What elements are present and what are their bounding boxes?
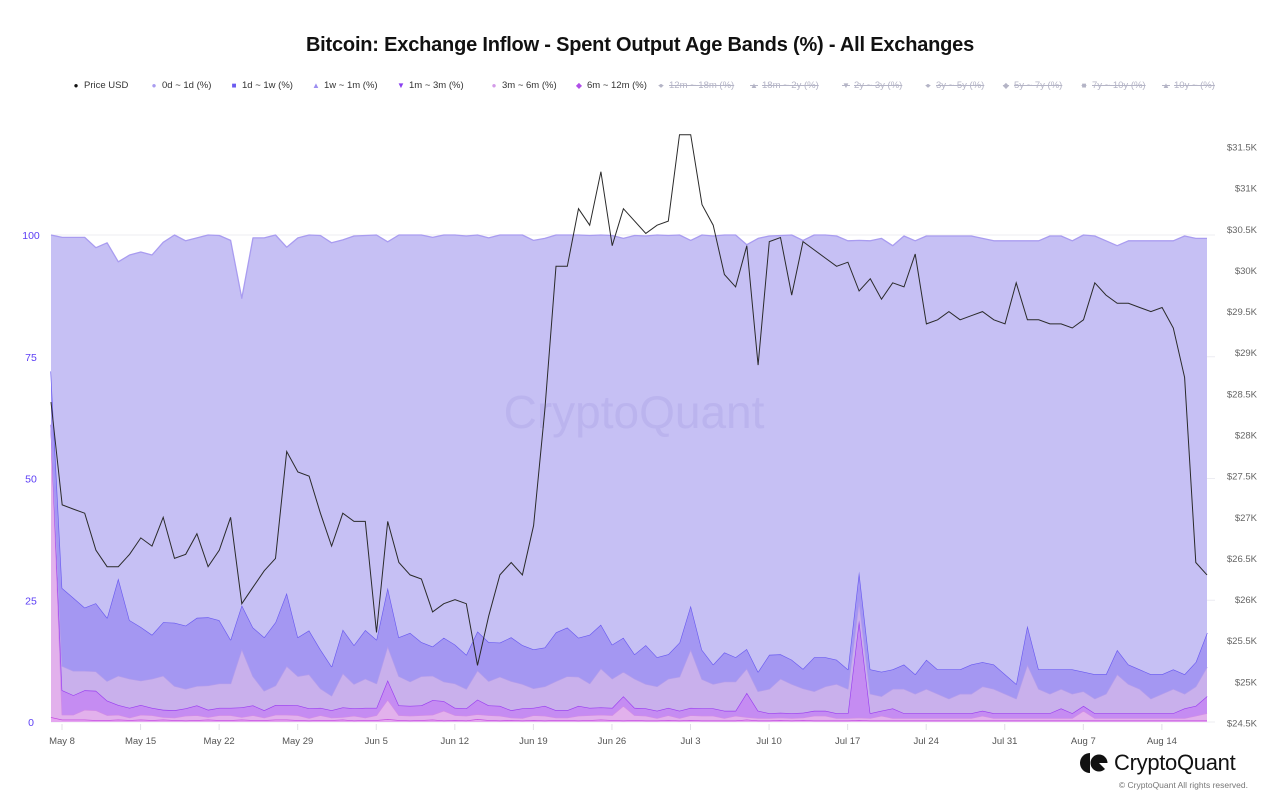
- svg-text:Aug 7: Aug 7: [1071, 736, 1096, 747]
- legend-label: Price USD: [84, 80, 129, 91]
- legend-marker-icon: ●: [925, 80, 931, 90]
- legend-item[interactable]: ● 12m ~ 18m (%): [657, 80, 735, 91]
- legend-label: 1w ~ 1m (%): [324, 80, 378, 91]
- svg-text:$28.5K: $28.5K: [1227, 389, 1258, 400]
- area-series: [51, 424, 1207, 714]
- svg-text:$29.5K: $29.5K: [1227, 307, 1258, 318]
- brand-name: CryptoQuant: [1114, 750, 1236, 775]
- legend-marker-icon: ●: [658, 80, 664, 90]
- svg-text:Jul 3: Jul 3: [680, 736, 700, 747]
- svg-text:Jun 26: Jun 26: [598, 736, 627, 747]
- svg-text:0: 0: [28, 717, 34, 729]
- svg-text:May 15: May 15: [125, 736, 156, 747]
- svg-text:$27.5K: $27.5K: [1227, 472, 1258, 483]
- legend-marker-icon: ◆: [1002, 80, 1010, 90]
- legend-label: 1d ~ 1w (%): [242, 80, 293, 91]
- legend-item[interactable]: ■ 7y ~ 10y (%): [1080, 80, 1146, 91]
- svg-text:$31K: $31K: [1235, 184, 1258, 195]
- legend-item[interactable]: ● 0d ~ 1d (%): [150, 80, 212, 91]
- area-series: [51, 371, 1207, 699]
- svg-text:50: 50: [25, 474, 37, 486]
- legend-item[interactable]: ▲ 18m ~ 2y (%): [750, 80, 819, 91]
- legend-label: 1m ~ 3m (%): [409, 80, 464, 91]
- legend-item[interactable]: ▲ 10y ~ (%): [1162, 80, 1215, 91]
- svg-text:100: 100: [22, 230, 40, 242]
- svg-text:May 8: May 8: [49, 736, 75, 747]
- legend-item[interactable]: ■ 1d ~ 1w (%): [230, 80, 293, 91]
- legend-marker-icon: ●: [491, 80, 497, 90]
- svg-text:Jun 19: Jun 19: [519, 736, 548, 747]
- legend-item[interactable]: ● 3y ~ 5y (%): [924, 80, 985, 91]
- x-axis: May 8 May 15 May 22 May 29 Jun 5 Jun 12 Jun 19…: [49, 724, 1177, 747]
- stacked-areas[interactable]: [50, 234, 1208, 722]
- chart-legend: ● Price USD ● 0d ~ 1d (%) ■ 1d ~ 1w (%) ▲ 1w ~ …: [72, 80, 1220, 96]
- legend-label: 6m ~ 12m (%): [587, 80, 647, 91]
- svg-text:$30K: $30K: [1235, 266, 1258, 277]
- legend-item[interactable]: ● 3m ~ 6m (%): [490, 80, 557, 91]
- svg-text:$28K: $28K: [1235, 431, 1258, 442]
- svg-text:$30.5K: $30.5K: [1227, 225, 1258, 236]
- legend-label: 12m ~ 18m (%): [669, 80, 735, 91]
- price-usd-line[interactable]: [50, 134, 1208, 666]
- legend-label: 3y ~ 5y (%): [936, 80, 985, 91]
- svg-text:Aug 14: Aug 14: [1147, 736, 1177, 747]
- legend-marker-icon: ◆: [575, 80, 583, 90]
- svg-text:$25.5K: $25.5K: [1227, 636, 1258, 647]
- svg-text:25: 25: [25, 595, 37, 607]
- legend-item[interactable]: ▼ 2y ~ 3y (%): [842, 80, 902, 91]
- legend-marker-icon: ▲: [1162, 80, 1170, 90]
- legend-marker-icon: ■: [231, 80, 237, 90]
- svg-text:$29K: $29K: [1235, 348, 1258, 359]
- legend-marker-icon: ●: [73, 80, 79, 90]
- legend-label: 3m ~ 6m (%): [502, 80, 557, 91]
- chart-title: Bitcoin: Exchange Inflow - Spent Output …: [305, 34, 975, 56]
- legend-label: 5y ~ 7y (%): [1014, 80, 1063, 91]
- svg-text:Jul 31: Jul 31: [992, 736, 1017, 747]
- legend-marker-icon: ▼: [842, 80, 850, 90]
- area-series: [51, 235, 1207, 684]
- svg-text:$31.5K: $31.5K: [1227, 143, 1258, 154]
- legend-item[interactable]: ● Price USD: [72, 80, 129, 91]
- legend-item[interactable]: ◆ 5y ~ 7y (%): [1002, 80, 1062, 91]
- svg-text:Jul 24: Jul 24: [914, 736, 939, 747]
- legend-label: 2y ~ 3y (%): [854, 80, 903, 91]
- legend-label: 7y ~ 10y (%): [1092, 80, 1146, 91]
- legend-label: 18m ~ 2y (%): [762, 80, 819, 91]
- left-y-axis: 0 25 50 75 100: [22, 230, 40, 729]
- copyright-text: © CryptoQuant All rights reserved.: [1118, 780, 1248, 790]
- legend-marker-icon: ▲: [312, 80, 320, 90]
- svg-text:Jul 10: Jul 10: [756, 736, 781, 747]
- svg-text:$27K: $27K: [1235, 513, 1258, 524]
- svg-text:May 22: May 22: [204, 736, 235, 747]
- svg-text:Jul 17: Jul 17: [835, 736, 860, 747]
- legend-marker-icon: ▲: [750, 80, 758, 90]
- svg-text:May 29: May 29: [282, 736, 313, 747]
- right-y-axis: $24.5K $25K $25.5K $26K $26.5K $27K $27.5K $28K…: [1227, 143, 1258, 730]
- legend-item[interactable]: ◆ 6m ~ 12m (%): [575, 80, 647, 91]
- svg-text:Jun 12: Jun 12: [441, 736, 470, 747]
- svg-text:$24.5K: $24.5K: [1227, 719, 1258, 730]
- legend-label: 0d ~ 1d (%): [162, 80, 212, 91]
- legend-marker-icon: ■: [1081, 80, 1087, 90]
- cryptoquant-logo-icon: [1080, 752, 1108, 774]
- svg-text:Jun 5: Jun 5: [365, 736, 388, 747]
- svg-text:$25K: $25K: [1235, 677, 1258, 688]
- svg-text:75: 75: [25, 352, 37, 364]
- brand-logo: CryptoQuant: [1080, 750, 1236, 776]
- legend-item[interactable]: ▲ 1w ~ 1m (%): [312, 80, 378, 91]
- legend-label: 10y ~ (%): [1174, 80, 1215, 91]
- watermark: CryptoQuant: [504, 386, 765, 438]
- legend-marker-icon: ▼: [397, 80, 405, 90]
- legend-marker-icon: ●: [151, 80, 157, 90]
- legend-item[interactable]: ▼ 1m ~ 3m (%): [397, 80, 464, 91]
- svg-text:$26K: $26K: [1235, 595, 1258, 606]
- svg-text:$26.5K: $26.5K: [1227, 554, 1258, 565]
